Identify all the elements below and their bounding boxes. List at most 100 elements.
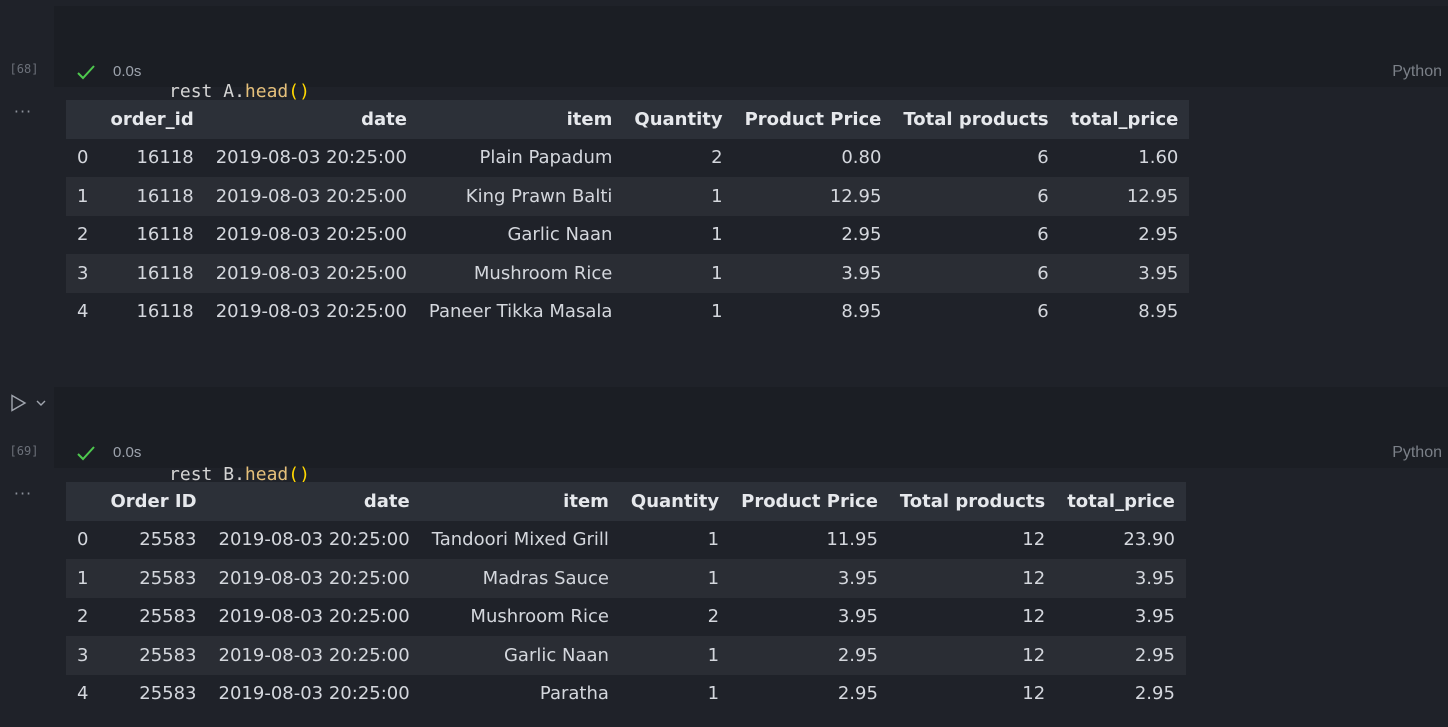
column-header: date [204, 100, 418, 139]
output-more-icon[interactable]: ··· [13, 102, 33, 121]
dataframe-table: order_id date item Quantity Product Pric… [66, 100, 1190, 331]
column-header: date [207, 482, 421, 521]
table-cell: 1.60 [1059, 138, 1190, 177]
execution-count: [69] [9, 444, 39, 458]
column-header: Total products [892, 100, 1060, 139]
code-parens: () [288, 81, 310, 102]
table-cell: 2019-08-03 20:25:00 [207, 520, 421, 559]
table-cell: 2.95 [1056, 674, 1186, 713]
table-cell: 2019-08-03 20:25:00 [207, 674, 421, 713]
table-cell: Tandoori Mixed Grill [420, 520, 620, 559]
code-parens: () [288, 464, 310, 485]
column-header: item [417, 100, 624, 139]
table-cell: 1 [623, 215, 734, 254]
table-cell: 2.95 [730, 636, 889, 675]
column-header: total_price [1056, 482, 1186, 521]
table-row: 4 16118 2019-08-03 20:25:00 Paneer Tikka… [66, 292, 1190, 331]
table-cell: 6 [892, 292, 1060, 331]
table-cell: 2.95 [733, 215, 893, 254]
table-cell: 2019-08-03 20:25:00 [207, 597, 421, 636]
table-cell: 12.95 [1059, 177, 1190, 216]
code-line[interactable]: rest_A.head() [104, 6, 310, 102]
language-label[interactable]: Python [1392, 63, 1442, 80]
code-line[interactable]: rest_B.head() [104, 389, 310, 485]
table-cell: 1 [619, 559, 731, 598]
language-label[interactable]: Python [1392, 444, 1442, 461]
table-cell: 2019-08-03 20:25:00 [204, 177, 418, 216]
table-cell: 2019-08-03 20:25:00 [207, 559, 421, 598]
table-cell: Paratha [420, 674, 620, 713]
table-cell: 2.95 [1056, 636, 1186, 675]
table-cell: 25583 [99, 674, 208, 713]
row-index: 2 [66, 597, 100, 636]
row-index: 4 [66, 292, 100, 331]
table-cell: Garlic Naan [420, 636, 620, 675]
table-cell: 3.95 [1056, 597, 1186, 636]
row-index: 2 [66, 215, 100, 254]
table-cell: Garlic Naan [417, 215, 624, 254]
column-header: Total products [888, 482, 1057, 521]
table-cell: 1 [623, 177, 734, 216]
table-cell: 3.95 [733, 254, 893, 293]
table-cell: 12 [888, 559, 1057, 598]
table-cell: 3.95 [1059, 254, 1190, 293]
play-icon[interactable] [8, 393, 28, 413]
table-cell: 23.90 [1056, 520, 1186, 559]
column-header: total_price [1059, 100, 1190, 139]
table-cell: 16118 [99, 292, 205, 331]
check-icon [77, 65, 95, 80]
table-row: 0 16118 2019-08-03 20:25:00 Plain Papadu… [66, 138, 1190, 177]
table-cell: Paneer Tikka Masala [417, 292, 624, 331]
table-cell: Mushroom Rice [420, 597, 620, 636]
output-more-icon[interactable]: ··· [13, 484, 33, 503]
code-dot: . [234, 81, 245, 102]
table-cell: 2 [619, 597, 731, 636]
table-row: 1 25583 2019-08-03 20:25:00 Madras Sauce… [66, 559, 1186, 598]
table-cell: 1 [619, 636, 731, 675]
column-header: Order ID [99, 482, 208, 521]
column-header: order_id [99, 100, 205, 139]
table-cell: 2019-08-03 20:25:00 [204, 292, 418, 331]
table-row: 2 16118 2019-08-03 20:25:00 Garlic Naan … [66, 215, 1190, 254]
table-cell: 8.95 [733, 292, 893, 331]
table-cell: 2019-08-03 20:25:00 [207, 636, 421, 675]
table-cell: 16118 [99, 254, 205, 293]
table-cell: King Prawn Balti [417, 177, 624, 216]
cell-status-bar: 0.0s Python [54, 438, 1448, 468]
dataframe-table: Order ID date item Quantity Product Pric… [66, 482, 1186, 713]
table-cell: 25583 [99, 520, 208, 559]
chevron-down-icon[interactable] [35, 397, 47, 409]
table-cell: 12 [888, 636, 1057, 675]
table-cell: 8.95 [1059, 292, 1190, 331]
table-cell: 2019-08-03 20:25:00 [204, 215, 418, 254]
table-cell: 2019-08-03 20:25:00 [204, 254, 418, 293]
code-variable: rest_B [169, 464, 235, 485]
table-header-row: order_id date item Quantity Product Pric… [66, 100, 1190, 139]
table-cell: 11.95 [730, 520, 889, 559]
table-cell: 2.95 [1059, 215, 1190, 254]
row-index: 1 [66, 177, 100, 216]
table-cell: 6 [892, 215, 1060, 254]
row-index: 0 [66, 520, 100, 559]
row-index: 3 [66, 254, 100, 293]
table-cell: 12 [888, 597, 1057, 636]
code-cell-68[interactable]: rest_A.head() 0.0s Python [54, 6, 1448, 102]
column-header: Quantity [623, 100, 734, 139]
table-cell: 16118 [99, 138, 205, 177]
table-cell: 2.95 [730, 674, 889, 713]
table-row: 3 16118 2019-08-03 20:25:00 Mushroom Ric… [66, 254, 1190, 293]
code-function: head [244, 464, 289, 485]
table-cell: 2019-08-03 20:25:00 [204, 138, 418, 177]
code-cell-69[interactable]: rest_B.head() 0.0s Python [54, 387, 1448, 485]
table-cell: 3.95 [730, 597, 889, 636]
table-cell: 3.95 [1056, 559, 1186, 598]
run-cell-button[interactable] [8, 393, 52, 413]
column-header [66, 100, 100, 139]
column-header: item [420, 482, 620, 521]
row-index: 3 [66, 636, 100, 675]
execution-time: 0.0s [113, 63, 142, 80]
column-header: Product Price [733, 100, 893, 139]
row-index: 1 [66, 559, 100, 598]
execution-time: 0.0s [113, 444, 142, 461]
